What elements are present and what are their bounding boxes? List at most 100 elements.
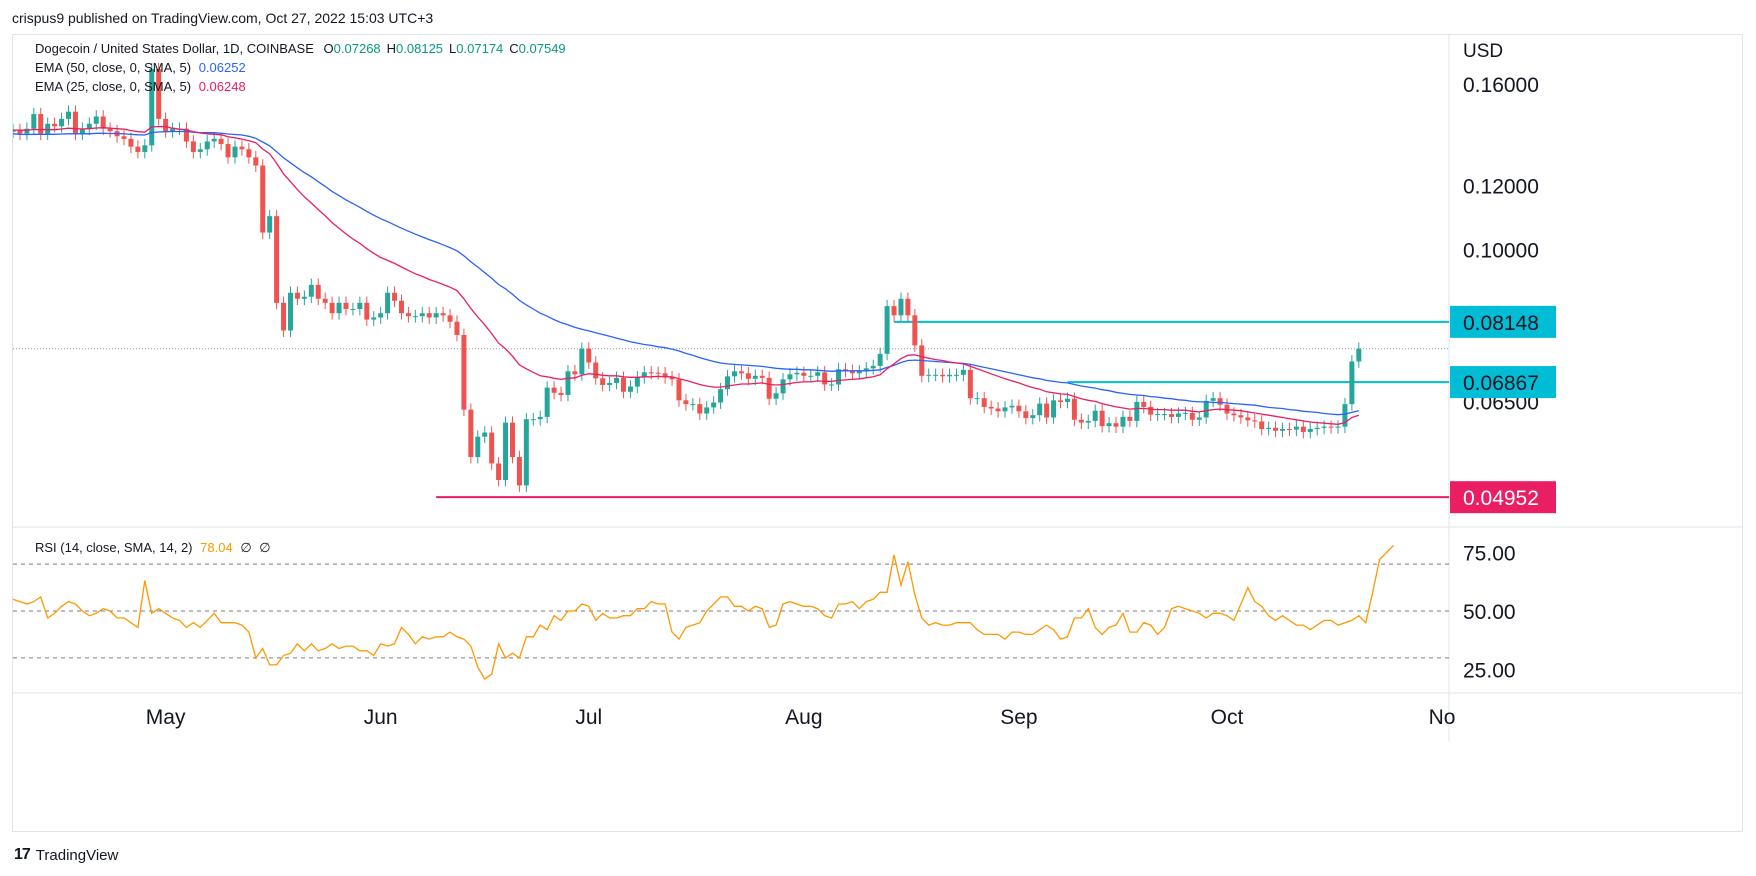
candle-body (815, 372, 821, 376)
legend-rsi-extra1: ∅ (240, 540, 252, 555)
candle-body (1245, 417, 1251, 421)
legend-rsi-row: RSI (14, close, SMA, 14, 2) 78.04 ∅ ∅ (35, 540, 271, 556)
candle-body (1148, 406, 1154, 415)
candle-body (967, 369, 973, 399)
price-label-value: 0.04952 (1463, 487, 1539, 510)
candle-body (1328, 426, 1334, 428)
candle-body (849, 370, 855, 374)
candle-body (183, 128, 189, 142)
candle-body (856, 371, 862, 374)
candle-body (676, 379, 682, 401)
candle-body (433, 313, 439, 318)
candle-body (170, 128, 176, 132)
candle-body (1321, 426, 1327, 428)
candle-body (253, 157, 259, 166)
candle-body (745, 373, 751, 379)
candle-body (475, 436, 481, 458)
candle-body (759, 375, 765, 378)
candle-body (1141, 401, 1147, 407)
legend-ohlc-value-o: 0.07268 (333, 41, 381, 56)
candle-body (752, 375, 758, 379)
ema50-line (13, 130, 1359, 416)
candle-body (72, 111, 78, 134)
candle-body (1009, 405, 1015, 408)
candle-body (385, 292, 391, 314)
candle-body (822, 372, 828, 385)
candle-body (1196, 417, 1202, 420)
candle-body (614, 377, 620, 383)
candle-body (509, 422, 515, 458)
candle-body (301, 296, 307, 299)
chart-canvas[interactable]: USD0.160000.120000.100000.065000.081480.… (13, 35, 1742, 831)
time-tick-label: Oct (1211, 706, 1244, 729)
candle-body (600, 378, 606, 385)
candle-body (1051, 400, 1057, 418)
candle-body (79, 128, 85, 134)
candle-body (1189, 412, 1195, 420)
candle-body (461, 334, 467, 410)
candle-body (1071, 398, 1077, 420)
candle-body (392, 292, 398, 301)
candle-body (953, 374, 959, 376)
candle-body (1266, 427, 1272, 430)
legend-symbol: Dogecoin / United States Dollar, 1D, COI… (35, 41, 314, 56)
candle-body (572, 371, 578, 375)
price-label-value: 0.06867 (1463, 372, 1539, 395)
candle-body (1203, 400, 1209, 418)
candle-body (662, 373, 668, 378)
candle-body (516, 457, 522, 486)
candle-body (725, 376, 731, 390)
candle-body (322, 298, 328, 303)
candle-body (260, 165, 266, 233)
candle-body (731, 371, 737, 377)
candle-body (38, 114, 44, 134)
candle-body (1162, 414, 1168, 416)
candle-body (24, 128, 30, 134)
candle-body (1210, 398, 1216, 401)
candle-body (773, 393, 779, 399)
legend-ema25-row: EMA (25, close, 0, SMA, 5) 0.06248 (35, 79, 246, 94)
candle-body (926, 374, 932, 376)
time-tick-label: Sep (1000, 706, 1037, 729)
candle-body (995, 408, 1001, 412)
candle-body (683, 400, 689, 405)
legend-rsi-label: RSI (14, close, SMA, 14, 2) (35, 540, 193, 555)
price-label-bg (1450, 305, 1556, 338)
candle-body (842, 369, 848, 371)
candle-body (364, 302, 370, 320)
legend-ohlc-value-c: 0.07549 (518, 41, 566, 56)
candle-body (1349, 361, 1355, 405)
candle-body (1238, 415, 1244, 418)
candle-body (232, 146, 238, 158)
candle-body (711, 402, 717, 408)
candle-body (1023, 411, 1029, 419)
time-tick-label: May (146, 706, 186, 729)
candle-body (163, 118, 169, 132)
candle-body (86, 123, 92, 129)
candle-body (940, 374, 946, 377)
price-tick-label: 0.12000 (1463, 176, 1539, 199)
candle-body (1169, 414, 1175, 417)
candle-body (641, 372, 647, 378)
candle-body (294, 292, 300, 299)
candle-body (558, 392, 564, 395)
candle-body (315, 284, 321, 299)
candle-body (829, 384, 835, 386)
candle-body (787, 374, 793, 380)
footer-brand[interactable]: 17 TradingView (14, 846, 118, 864)
candle-body (1307, 429, 1313, 432)
candle-body (343, 302, 349, 310)
candle-body (801, 372, 807, 376)
price-tick-label: 0.10000 (1463, 240, 1539, 263)
candle-body (593, 362, 599, 379)
legend-ohlc-key-h: H (386, 41, 397, 56)
candle-body (905, 298, 911, 316)
candle-body (405, 313, 411, 317)
time-tick-label: Aug (785, 706, 822, 729)
candle-body (426, 313, 432, 318)
candle-body (551, 387, 557, 393)
candle-body (308, 284, 314, 297)
candle-body (107, 128, 113, 132)
candle-body (718, 389, 724, 403)
candle-body (454, 321, 460, 335)
